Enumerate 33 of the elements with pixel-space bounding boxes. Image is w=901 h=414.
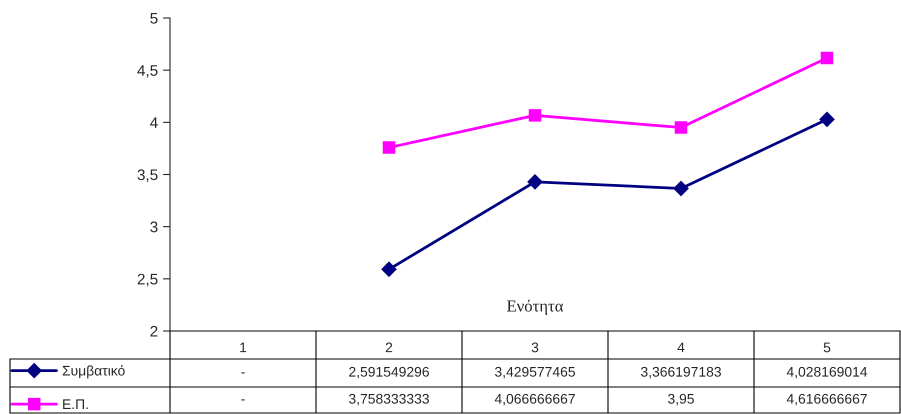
x-tick-label: 2 (386, 342, 392, 352)
y-tick-label: 2,5 (138, 274, 158, 286)
y-tick-label: 4,5 (137, 65, 158, 78)
point (820, 52, 834, 64)
text: - (241, 399, 245, 400)
y-tick-label: 2 (150, 326, 158, 337)
x-tick-label: 1 (240, 342, 246, 352)
point (382, 141, 396, 154)
text: - (241, 372, 245, 374)
x-tick-label: 5 (824, 342, 830, 352)
point (673, 180, 689, 196)
data-label: 2,591549296 (349, 366, 429, 378)
data-label: 3,429577465 (494, 366, 575, 378)
x-tick-label: 3 (532, 342, 538, 352)
legend-label: Ε.Π. (63, 399, 88, 409)
point (528, 109, 542, 122)
data-label: 4,616666667 (786, 394, 867, 406)
y-tick-label: 3,5 (138, 169, 158, 182)
data-label: 4,028169014 (786, 366, 868, 378)
x-tick-label: 4 (677, 342, 684, 352)
point (819, 112, 835, 127)
y-tick-label: 4 (150, 117, 158, 128)
point (674, 121, 688, 134)
y-tick-label: 5 (150, 13, 158, 24)
x-axis-title: Ενότητα (507, 300, 564, 315)
data-label: 3,758333333 (348, 394, 429, 406)
point (381, 262, 397, 277)
data-label: 3,95 (668, 394, 694, 406)
point (527, 174, 543, 190)
data-label: 4,066666667 (494, 394, 575, 406)
y-tick-label: 3 (150, 222, 158, 232)
data-label: 3,366197183 (640, 366, 721, 378)
legend-label: Συμβατικό (62, 365, 125, 378)
